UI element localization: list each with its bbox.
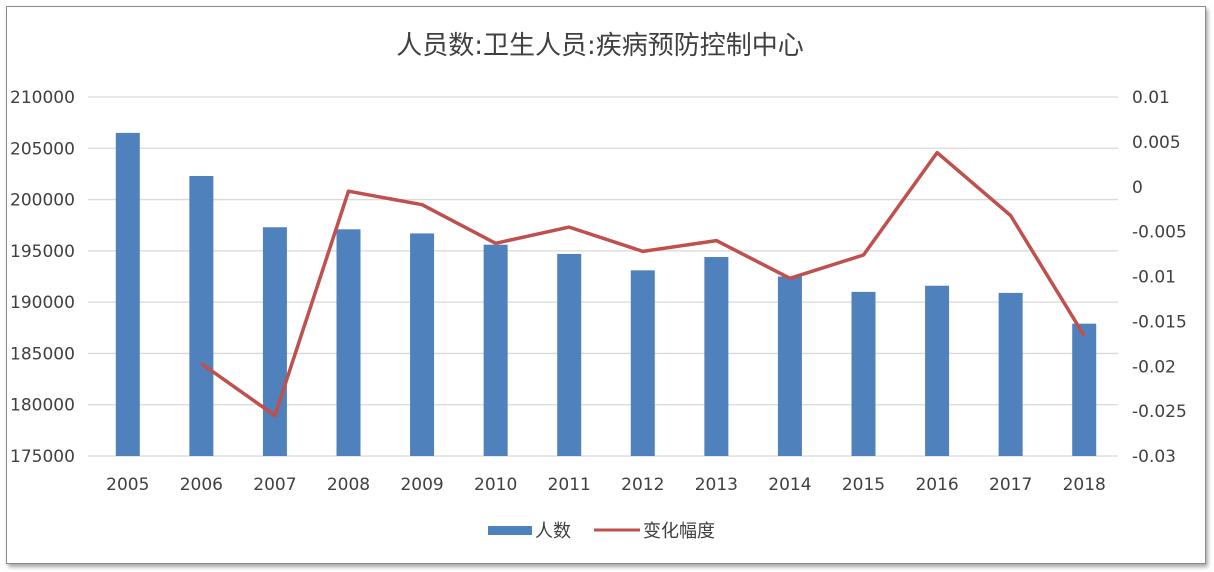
- bar: [262, 227, 287, 456]
- right-tick-label: -0.03: [1132, 447, 1176, 467]
- bar: [851, 291, 876, 456]
- bar: [189, 175, 214, 457]
- bar: [777, 276, 802, 456]
- left-axis-ticks: 175000 180000 185000 190000 195000 200000 2050…: [10, 88, 75, 467]
- right-tick-label: -0.01: [1132, 268, 1176, 288]
- bar: [998, 292, 1023, 456]
- bar: [557, 253, 582, 456]
- bar: [925, 285, 950, 456]
- right-tick-label: -0.02: [1132, 357, 1176, 377]
- right-axis-ticks: -0.03 -0.025 -0.02 -0.015 -0.01 -0.005 0 0.005 0…: [1132, 88, 1187, 467]
- right-tick-label: -0.025: [1132, 402, 1187, 422]
- bar: [704, 257, 729, 456]
- x-tick-label: 2012: [621, 475, 664, 495]
- bar: [115, 132, 140, 456]
- legend-swatch-bar: [488, 526, 532, 535]
- x-axis-ticks: 2005 2006 2007 2008 2009 2010 2011 2012 2013 2014…: [106, 475, 1106, 495]
- x-tick-label: 2010: [474, 475, 517, 495]
- left-tick-label: 190000: [10, 293, 75, 313]
- line-path: [200, 150, 1086, 418]
- bar: [483, 244, 508, 456]
- left-tick-label: 180000: [10, 396, 75, 416]
- legend-label-line: 变化幅度: [643, 521, 715, 542]
- x-tick-label: 2014: [768, 475, 811, 495]
- x-tick-label: 2007: [253, 475, 296, 495]
- left-tick-label: 205000: [10, 139, 75, 159]
- left-tick-label: 185000: [10, 344, 75, 364]
- line-series: [200, 150, 1086, 418]
- x-tick-label: 2018: [1063, 475, 1106, 495]
- x-tick-label: 2015: [842, 475, 885, 495]
- x-tick-label: 2006: [180, 475, 223, 495]
- bar: [410, 233, 435, 456]
- x-tick-label: 2013: [695, 475, 738, 495]
- x-tick-label: 2011: [548, 475, 591, 495]
- x-tick-label: 2017: [989, 475, 1032, 495]
- legend-label-bar: 人数: [535, 521, 571, 542]
- right-tick-label: 0.005: [1132, 133, 1181, 153]
- right-tick-label: -0.015: [1132, 312, 1187, 332]
- right-tick-label: -0.005: [1132, 223, 1187, 243]
- left-tick-label: 175000: [10, 447, 75, 467]
- x-tick-label: 2008: [327, 475, 370, 495]
- right-tick-label: 0.01: [1132, 88, 1170, 108]
- chart-title: 人员数:卫生人员:疾病预防控制中心: [396, 31, 804, 61]
- bar: [630, 270, 655, 456]
- gridlines: [88, 96, 1118, 457]
- x-tick-label: 2009: [400, 475, 443, 495]
- left-tick-label: 195000: [10, 242, 75, 262]
- legend: 人数 变化幅度: [488, 521, 715, 542]
- right-tick-label: 0: [1132, 178, 1143, 198]
- x-tick-label: 2016: [915, 475, 958, 495]
- x-tick-label: 2005: [106, 475, 149, 495]
- bar: [336, 229, 361, 456]
- bar: [1072, 323, 1097, 456]
- left-tick-label: 210000: [10, 88, 75, 108]
- left-tick-label: 200000: [10, 191, 75, 211]
- bar-series: [115, 132, 1097, 457]
